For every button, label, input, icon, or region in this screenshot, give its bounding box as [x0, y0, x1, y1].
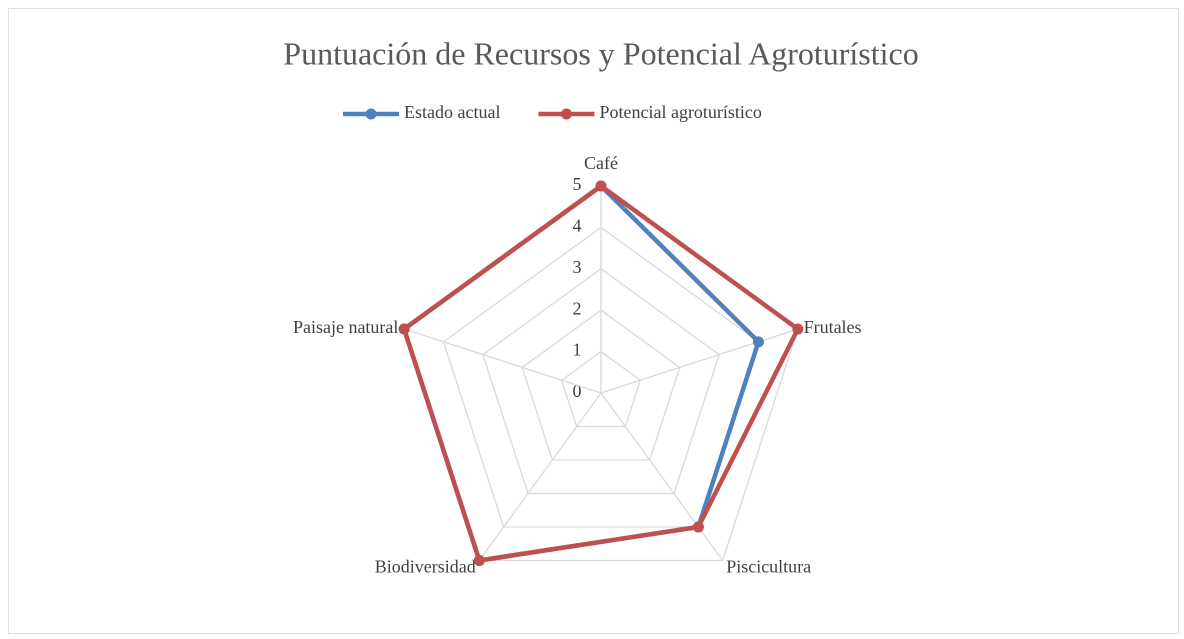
- legend-marker: [365, 108, 377, 120]
- chart-frame: [8, 8, 1179, 634]
- category-label: Frutales: [804, 317, 862, 337]
- series-point: [473, 554, 485, 566]
- series-point: [398, 323, 410, 335]
- r-tick-label: 0: [573, 381, 582, 401]
- series-point: [752, 336, 764, 348]
- series-point: [792, 323, 804, 335]
- r-tick-label: 3: [573, 257, 582, 277]
- legend-label: Potencial agroturístico: [599, 102, 761, 122]
- legend-marker: [560, 108, 572, 120]
- series-point: [595, 180, 607, 192]
- r-tick-label: 4: [573, 216, 582, 236]
- grid-line: [521, 309, 681, 461]
- grid-line: [560, 350, 642, 428]
- category-label: Piscicultura: [726, 557, 811, 577]
- series-point: [692, 521, 704, 533]
- category-label: Biodiversidad: [375, 557, 476, 577]
- category-label: Paisaje natural: [293, 317, 398, 337]
- grid-line: [482, 267, 720, 495]
- r-tick-label: 1: [573, 340, 582, 360]
- series-line: [401, 183, 801, 563]
- category-label: Café: [584, 153, 618, 173]
- chart-title: Puntuación de Recursos y Potencial Agrot…: [283, 35, 918, 71]
- axis-spoke: [478, 392, 602, 561]
- r-tick-label: 5: [573, 174, 582, 194]
- grid-line: [442, 226, 760, 528]
- r-tick-label: 2: [573, 298, 582, 318]
- axis-spoke: [600, 328, 799, 394]
- legend-label: Estado actual: [404, 102, 500, 122]
- axis-spoke: [600, 392, 724, 561]
- axis-spoke: [403, 328, 602, 394]
